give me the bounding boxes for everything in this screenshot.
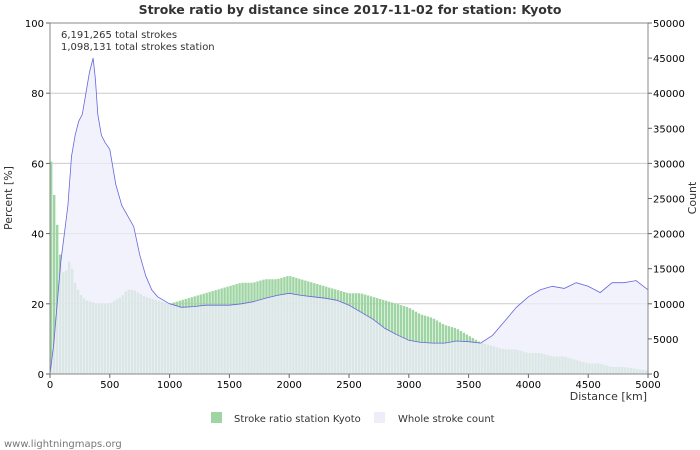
right-axis-ticks: 0 5000 10000 15000 20000 25000 30000 35000 40000… bbox=[648, 19, 685, 381]
x-tick-label: 2500 bbox=[336, 380, 361, 391]
right-tick-label: 5000 bbox=[653, 335, 678, 346]
right-tick-label: 10000 bbox=[653, 300, 685, 311]
count-area-fill bbox=[50, 58, 648, 374]
right-axis-label: Count bbox=[686, 181, 699, 214]
legend-label-ratio: Stroke ratio station Kyoto bbox=[234, 414, 361, 425]
ratio-bar bbox=[52, 194, 56, 374]
right-tick-label: 0 bbox=[653, 370, 659, 381]
right-tick-label: 15000 bbox=[653, 265, 685, 276]
x-tick-label: 4500 bbox=[575, 380, 600, 391]
right-tick-label: 30000 bbox=[653, 159, 685, 170]
x-tick-label: 500 bbox=[100, 380, 119, 391]
count-area bbox=[49, 58, 649, 375]
x-tick-label: 5000 bbox=[635, 380, 660, 391]
x-tick-label: 1000 bbox=[157, 380, 182, 391]
left-axis-ticks: 0 20 40 60 80 100 bbox=[25, 19, 50, 381]
left-tick-label: 100 bbox=[25, 19, 44, 30]
x-tick-label: 2000 bbox=[276, 380, 301, 391]
x-tick-label: 3500 bbox=[456, 380, 481, 391]
legend-swatch-ratio bbox=[211, 412, 222, 423]
left-axis-label: Percent [%] bbox=[2, 166, 15, 230]
legend: Stroke ratio station Kyoto Whole stroke … bbox=[211, 412, 495, 425]
right-tick-label: 25000 bbox=[653, 195, 685, 206]
legend-label-count: Whole stroke count bbox=[398, 414, 495, 425]
x-axis-label: Distance [km] bbox=[570, 390, 647, 403]
x-tick-label: 1500 bbox=[217, 380, 242, 391]
x-tick-label: 4000 bbox=[516, 380, 541, 391]
chart-title: Stroke ratio by distance since 2017-11-0… bbox=[139, 2, 562, 17]
legend-swatch-count bbox=[374, 412, 385, 423]
ratio-bar bbox=[50, 161, 53, 374]
left-tick-label: 40 bbox=[31, 230, 44, 241]
note-total-strokes: 6,191,265 total strokes bbox=[61, 30, 177, 41]
right-tick-label: 35000 bbox=[653, 124, 685, 135]
x-tick-label: 3000 bbox=[396, 380, 421, 391]
left-tick-label: 80 bbox=[31, 89, 44, 100]
left-tick-label: 0 bbox=[38, 370, 44, 381]
right-tick-label: 45000 bbox=[653, 54, 685, 65]
x-tick-label: 0 bbox=[47, 380, 53, 391]
x-axis-ticks: 0 500 1000 1500 2000 2500 3000 3500 4000 4500 5000 bbox=[47, 374, 661, 391]
count-line bbox=[49, 58, 649, 375]
right-tick-label: 40000 bbox=[653, 89, 685, 100]
left-tick-label: 20 bbox=[31, 300, 44, 311]
footer-credit: www.lightningmaps.org bbox=[4, 439, 122, 450]
note-station-strokes: 1,098,131 total strokes station bbox=[61, 42, 215, 53]
right-tick-label: 20000 bbox=[653, 230, 685, 241]
left-tick-label: 60 bbox=[31, 159, 44, 170]
right-tick-label: 50000 bbox=[653, 19, 685, 30]
